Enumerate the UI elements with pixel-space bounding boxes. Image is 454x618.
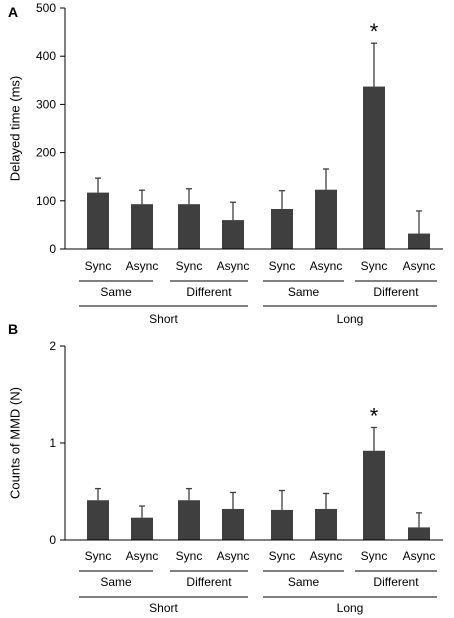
bar [87, 192, 109, 249]
super-group-label: Short [149, 601, 178, 615]
bar [131, 517, 153, 540]
super-group-label: Short [149, 312, 178, 326]
y-axis-label: Counts of MMD (N) [8, 387, 23, 499]
y-tick-label: 0 [49, 242, 56, 256]
y-axis-label: Delayed time (ms) [8, 76, 23, 181]
bar [222, 220, 244, 249]
chart-panel-a: A Delayed time (ms) 0 100 200 300 400 500 Sync As… [8, 1, 443, 326]
bar [363, 86, 385, 249]
x-category-label: Sync [269, 259, 296, 273]
x-category-label: Sync [85, 549, 112, 563]
y-tick-label: 1 [49, 436, 56, 450]
x-category-label: Sync [269, 549, 296, 563]
y-tick-label: 100 [36, 194, 56, 208]
x-category-label: Async [310, 549, 343, 563]
bar [271, 208, 293, 249]
y-tick-label: 400 [36, 49, 56, 63]
y-tick-label: 300 [36, 97, 56, 111]
bar [131, 204, 153, 249]
bar [271, 509, 293, 540]
bar [178, 500, 200, 540]
group-label: Different [186, 285, 232, 299]
x-category-label: Sync [176, 259, 203, 273]
bar [222, 508, 244, 540]
chart-panel-b: B Counts of MMD (N) 0 1 2 Sync Async Sync Async S… [8, 321, 443, 615]
group-label: Different [373, 285, 419, 299]
group-label: Same [100, 285, 132, 299]
y-tick-label: 0 [49, 533, 56, 547]
bar [178, 204, 200, 249]
significance-marker: * [370, 403, 379, 428]
panel-label: A [8, 4, 18, 20]
x-category-label: Async [126, 259, 159, 273]
x-category-label: Async [403, 549, 436, 563]
y-tick-label: 2 [49, 339, 56, 353]
bar [315, 508, 337, 540]
group-label: Different [186, 575, 232, 589]
bar [87, 500, 109, 540]
x-category-label: Sync [361, 549, 388, 563]
panel-label: B [8, 321, 18, 337]
bar [315, 189, 337, 249]
group-label: Same [288, 285, 320, 299]
group-label: Same [288, 575, 320, 589]
x-category-label: Sync [176, 549, 203, 563]
bar [363, 450, 385, 540]
x-category-label: Sync [361, 259, 388, 273]
x-category-label: Async [217, 259, 250, 273]
x-category-label: Async [403, 259, 436, 273]
x-category-label: Async [126, 549, 159, 563]
x-category-label: Async [310, 259, 343, 273]
x-category-label: Async [217, 549, 250, 563]
bar [408, 233, 430, 249]
group-label: Different [373, 575, 419, 589]
x-category-label: Sync [85, 259, 112, 273]
bar [408, 527, 430, 540]
super-group-label: Long [337, 601, 364, 615]
group-label: Same [100, 575, 132, 589]
y-tick-label: 200 [36, 146, 56, 160]
super-group-label: Long [337, 312, 364, 326]
y-tick-label: 500 [36, 1, 56, 15]
significance-marker: * [370, 19, 379, 44]
